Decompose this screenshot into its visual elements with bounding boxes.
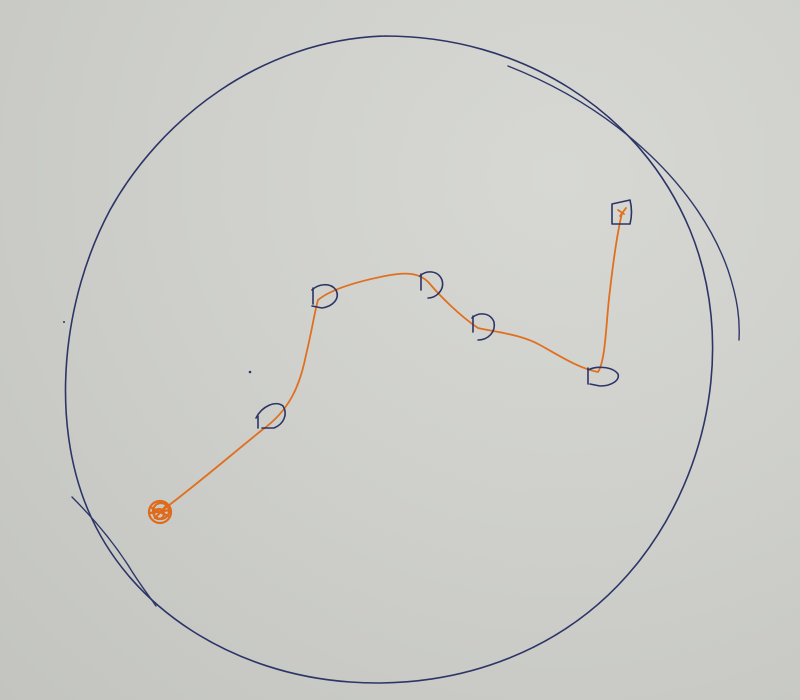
waypoint-marker <box>311 283 338 309</box>
waypoint-marker <box>587 366 620 387</box>
end-marker <box>611 199 633 225</box>
outer-arc-bottom-left <box>71 496 157 607</box>
start-marker <box>147 499 173 525</box>
waypoint-marker <box>419 271 444 299</box>
outer-arc-top-right <box>507 65 740 341</box>
outer-circle <box>64 35 714 684</box>
orange-route <box>159 212 623 513</box>
pen-dot <box>63 321 65 323</box>
waypoint-marker <box>255 402 286 429</box>
pen-dot <box>248 370 252 374</box>
waypoint-marker <box>471 313 496 341</box>
